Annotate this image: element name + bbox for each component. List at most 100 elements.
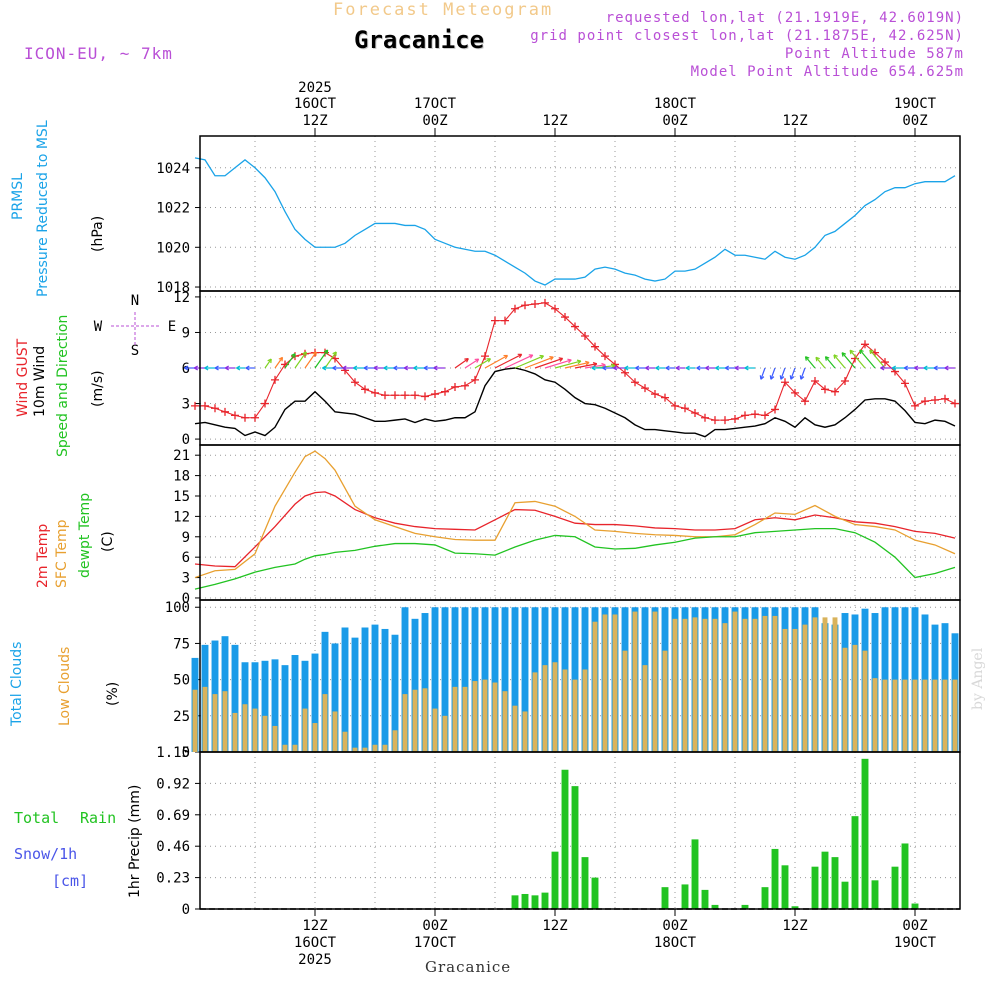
low-cloud-bar bbox=[222, 691, 228, 752]
total-cloud-bar bbox=[291, 655, 299, 752]
precip-bar bbox=[541, 892, 549, 909]
total-cloud-bar bbox=[261, 660, 269, 752]
wind-arrow-head bbox=[585, 360, 590, 366]
low-cloud-bar bbox=[762, 615, 768, 752]
top-tick-hour: 00Z bbox=[902, 113, 927, 129]
wind-arrow-head bbox=[464, 358, 469, 363]
low-cloud-bar bbox=[322, 694, 328, 752]
gust-marker bbox=[371, 388, 379, 397]
wind-arrow bbox=[770, 367, 776, 380]
wind-arrow-head bbox=[403, 365, 408, 371]
low-cloud-bar bbox=[892, 679, 898, 752]
bottom-tick-hour: 00Z bbox=[902, 918, 927, 934]
low-cloud-bar bbox=[192, 689, 198, 752]
wind-arrow-head bbox=[291, 353, 296, 358]
gust-marker bbox=[601, 352, 609, 361]
cm-label: [cm] bbox=[52, 872, 89, 890]
gust-marker bbox=[911, 401, 919, 410]
low-cloud-bar bbox=[372, 744, 378, 752]
precip-bar bbox=[851, 816, 859, 909]
top-tick-hour: 12Z bbox=[302, 113, 327, 129]
top-tick-hour: 00Z bbox=[422, 113, 447, 129]
wind-arrow bbox=[833, 354, 846, 369]
ytick-label: 12 bbox=[173, 509, 190, 525]
total-cloud-bar bbox=[441, 607, 449, 752]
wind-arrow-head bbox=[592, 361, 598, 367]
rain-label: Rain bbox=[80, 809, 117, 827]
wind-arrow-head bbox=[685, 365, 690, 371]
wind-arrow-head bbox=[549, 356, 554, 361]
wind-arrow-head bbox=[528, 354, 534, 359]
ytick-label: 25 bbox=[173, 709, 190, 725]
low-cloud-bar bbox=[672, 618, 678, 752]
wind-arrow-head bbox=[705, 365, 710, 371]
low-cloud-bar bbox=[532, 672, 538, 752]
wind-arrow-head bbox=[245, 365, 250, 371]
precip-bar bbox=[711, 904, 719, 909]
bottom-tick-hour: 12Z bbox=[782, 918, 807, 934]
ytick-label: 21 bbox=[173, 448, 190, 464]
gust-marker bbox=[951, 399, 959, 408]
wind-arrow-head bbox=[815, 356, 820, 362]
ytick-label: 1022 bbox=[156, 201, 190, 217]
gust-marker bbox=[221, 407, 229, 416]
bottom-location: Gracanice bbox=[425, 958, 512, 976]
low-cloud-bar bbox=[662, 650, 668, 752]
wind-arrow bbox=[524, 356, 554, 369]
wind-arrow bbox=[869, 349, 886, 369]
model-label: ICON-EU, ~ 7km bbox=[24, 44, 173, 63]
low-cloud-bar bbox=[382, 744, 388, 752]
wind-arrow bbox=[780, 367, 786, 380]
wind-arrow bbox=[574, 363, 597, 369]
low-cloud-bar bbox=[452, 686, 458, 752]
low-cloud-bar bbox=[912, 679, 918, 752]
total-cloud-bar bbox=[281, 665, 289, 752]
low-cloud-bar bbox=[682, 618, 688, 752]
wind-arrow bbox=[800, 367, 806, 380]
gust-marker bbox=[831, 387, 839, 396]
low-cloud-bar bbox=[252, 708, 258, 752]
wind-arrow-head bbox=[591, 365, 596, 371]
low-cloud-bar bbox=[622, 650, 628, 752]
ytick-label: 0.92 bbox=[156, 776, 190, 792]
low-cloud-bar bbox=[792, 628, 798, 752]
total-cloud-bar bbox=[371, 624, 379, 752]
low-cloud-bar bbox=[902, 679, 908, 752]
low-cloud-bar bbox=[712, 618, 718, 752]
low-cloud-bar bbox=[612, 614, 618, 752]
compass-e: E bbox=[168, 319, 176, 335]
wind-arrow-head bbox=[332, 351, 337, 356]
precip-bar bbox=[901, 843, 909, 909]
total-cloud-bar bbox=[461, 607, 469, 752]
total-cloud-bar bbox=[521, 607, 529, 752]
gust-marker bbox=[711, 416, 719, 425]
low-cloud-bar bbox=[492, 682, 498, 752]
temp-sfc-line bbox=[194, 450, 956, 579]
wind-arrow-head bbox=[849, 349, 855, 355]
forecast-title: Forecast Meteogram bbox=[333, 0, 554, 20]
total-cloud-bar bbox=[451, 607, 459, 752]
wind-arrow-head bbox=[558, 357, 564, 362]
gust-marker bbox=[441, 387, 449, 396]
precip-bar bbox=[531, 895, 539, 909]
ytick-label: 1018 bbox=[156, 280, 190, 296]
low-cloud-bar bbox=[232, 712, 238, 752]
wind-arrow-head bbox=[184, 365, 189, 371]
wind-arrow-head bbox=[715, 365, 720, 371]
wind-arrow-head bbox=[880, 365, 885, 371]
low-cloud-bar bbox=[402, 694, 408, 752]
wind-arrow-head bbox=[353, 365, 358, 371]
wind-arrow-head bbox=[841, 352, 847, 357]
wind-arrow bbox=[324, 351, 337, 369]
wind-arrow bbox=[534, 357, 563, 369]
gust-marker bbox=[641, 384, 649, 393]
total-cloud-bar bbox=[491, 607, 499, 752]
wind-arrow-head bbox=[602, 365, 607, 371]
gust-marker bbox=[721, 416, 729, 425]
wind-arrow-head bbox=[624, 365, 629, 371]
wind-arrow-head bbox=[655, 365, 660, 371]
gust-marker bbox=[771, 405, 779, 414]
wind-arrow-head bbox=[903, 365, 908, 371]
low-cloud-bar bbox=[512, 705, 518, 752]
precip-bar bbox=[691, 839, 699, 909]
